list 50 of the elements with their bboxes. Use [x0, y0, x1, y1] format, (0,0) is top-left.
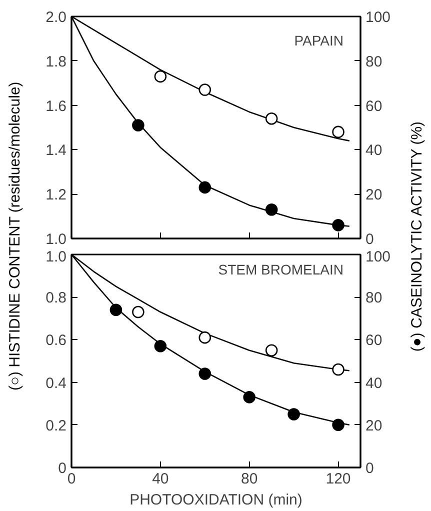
point	[265, 344, 278, 356]
point	[332, 363, 344, 376]
y-tick-label: 0.6	[46, 332, 67, 350]
x-tick-label: 40	[152, 470, 169, 488]
point	[132, 119, 144, 132]
annotation: STEM BROMELAIN	[218, 262, 344, 278]
point	[332, 219, 344, 232]
y-tick-label: 1.0	[46, 248, 67, 266]
y2-tick-label: 60	[366, 332, 382, 350]
point	[154, 340, 167, 352]
y-tick-label: 1.8	[46, 53, 67, 70]
y-axis-title: (○) HISTIDINE CONTENT (residues/molecule)	[6, 82, 24, 391]
point	[332, 418, 344, 432]
y-tick-label: 1.0	[46, 231, 67, 248]
point	[265, 204, 278, 216]
y2-tick-label: 80	[366, 290, 382, 307]
y2-tick-label: 0	[366, 231, 374, 248]
y2-tick-label: 20	[366, 417, 382, 434]
point	[265, 112, 278, 125]
y-tick-label: 1.6	[46, 98, 67, 115]
point	[243, 391, 256, 404]
x-tick-label: 80	[241, 470, 258, 488]
y2-axis-title: (●) CASEINOLYTIC ACTIVITY (%)	[408, 121, 426, 352]
y-tick-label: 0.4	[46, 374, 67, 392]
point	[288, 408, 300, 420]
y-tick-label: 1.4	[46, 142, 67, 160]
x-tick-label: 120	[326, 470, 351, 488]
y-tick-label: 0	[58, 460, 66, 477]
y-tick-label: 2.0	[46, 9, 67, 26]
y2-tick-label: 100	[366, 9, 391, 26]
point	[198, 84, 212, 96]
annotation: PAPAIN	[294, 32, 344, 48]
point	[198, 368, 212, 380]
point	[332, 126, 344, 138]
y-tick-label: 0.2	[46, 417, 67, 434]
y-tick-label: 0.8	[46, 290, 67, 307]
point	[110, 304, 122, 316]
y2-tick-label: 40	[366, 142, 382, 160]
point	[198, 331, 212, 344]
y2-tick-label: 20	[366, 186, 382, 204]
y2-tick-label: 80	[366, 53, 382, 70]
point	[154, 70, 167, 83]
y2-tick-label: 40	[366, 374, 382, 392]
x-axis-title: PHOTOOXIDATION (min)	[130, 492, 302, 508]
y2-tick-label: 0	[366, 460, 374, 477]
point	[132, 306, 144, 318]
y-tick-label: 1.2	[46, 186, 67, 204]
y2-tick-label: 100	[366, 248, 391, 266]
point	[198, 181, 212, 194]
y2-tick-label: 60	[366, 98, 382, 115]
